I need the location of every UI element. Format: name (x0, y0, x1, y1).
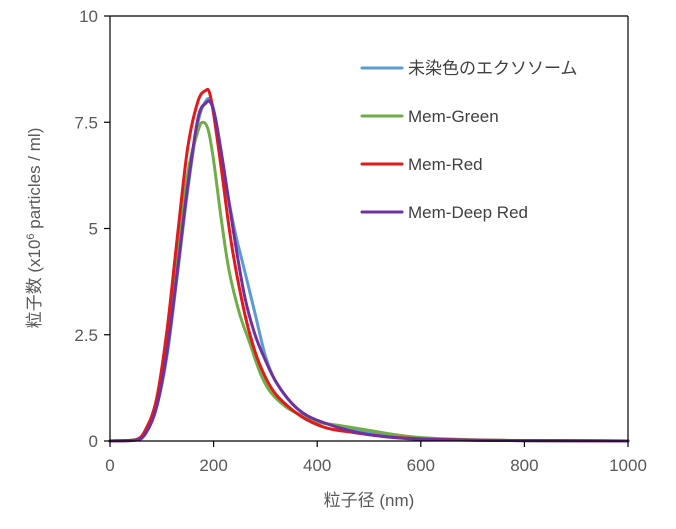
y-tick-label: 10 (79, 7, 98, 26)
y-axis-title-suffix: particles / ml) (25, 128, 44, 234)
legend-label-4: Mem-Deep Red (408, 203, 528, 222)
x-axis-title: 粒子径 (nm) (324, 491, 415, 510)
x-tick-label: 0 (105, 456, 114, 475)
legend-label-2: Mem-Green (408, 107, 499, 126)
axes-layer (109, 15, 629, 442)
legend: 未染色のエクソソーム Mem-Green Mem-Red Mem-Deep Red (360, 59, 578, 222)
y-tick-label: 0 (89, 432, 98, 451)
y-axis-title-group: 粒子数 (x106 particles / ml) (25, 128, 44, 329)
y-tick-label: 5 (89, 220, 98, 239)
legend-label-1: 未染色のエクソソーム (408, 59, 578, 78)
x-tick-label: 800 (510, 456, 538, 475)
series-line-4 (108, 99, 630, 443)
y-tick-label: 2.5 (74, 326, 98, 345)
y-axis-title: 粒子数 (x106 particles / ml) (25, 128, 44, 329)
x-tick-label: 1000 (609, 456, 647, 475)
x-tick-label: 400 (303, 456, 331, 475)
series-line-2 (108, 120, 630, 443)
x-tick-label: 200 (199, 456, 227, 475)
y-tick-label: 7.5 (74, 113, 98, 132)
series-line-3 (108, 87, 630, 443)
ticks-layer: 0 2.5 5 7.5 10 0 200 400 600 800 1000 (74, 7, 647, 475)
legend-label-3: Mem-Red (408, 155, 483, 174)
y-axis-title-superscript: 6 (25, 233, 37, 239)
x-tick-label: 600 (407, 456, 435, 475)
series-layer (108, 87, 630, 443)
y-axis-title-prefix: 粒子数 (x10 (25, 240, 44, 329)
